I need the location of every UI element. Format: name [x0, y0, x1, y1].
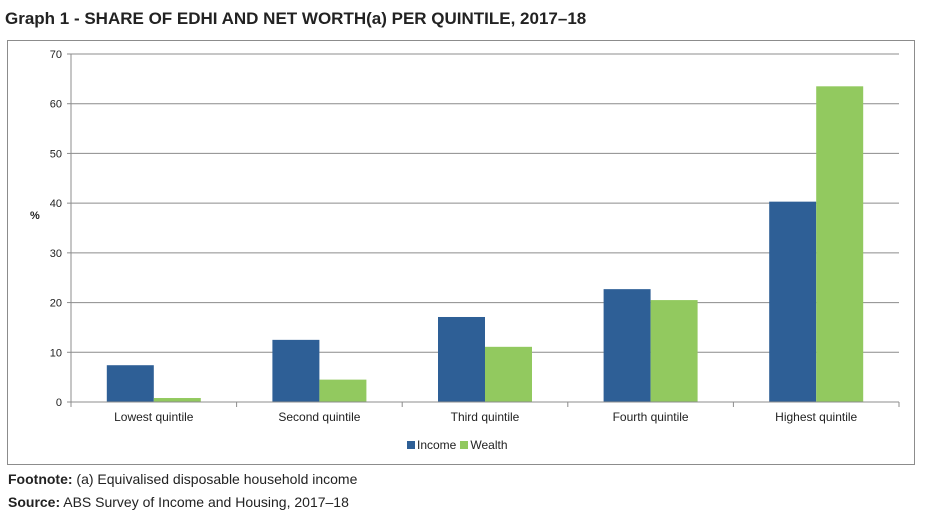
- y-tick-label-0: 0: [56, 397, 62, 409]
- legend-label-wealth: Wealth: [470, 438, 508, 452]
- legend-item-income: Income: [407, 438, 456, 452]
- x-category-label-1: Lowest quintile: [114, 410, 194, 424]
- source-text: ABS Survey of Income and Housing, 2017–1…: [60, 494, 349, 510]
- bar-wealth-1: [153, 398, 201, 402]
- chart-title: Graph 1 - SHARE OF EDHI AND NET WORTH(a)…: [5, 9, 587, 28]
- bar-wealth-4: [650, 300, 698, 402]
- x-category-label-3: Third quintile: [451, 410, 520, 424]
- footnote-label: Footnote:: [8, 471, 73, 487]
- y-tick-label-70: 70: [50, 49, 62, 61]
- bar-income-1: [106, 365, 154, 402]
- chart-frame: 0 10 20 30 40 50 60 70% Lowest quintile Second qu…: [7, 40, 915, 465]
- x-category-label-5: Highest quintile: [775, 410, 857, 424]
- footnote: Footnote: (a) Equivalised disposable hou…: [8, 471, 357, 487]
- y-tick-label-60: 60: [50, 99, 62, 111]
- bar-wealth-2: [319, 379, 367, 402]
- legend-swatch-income: [407, 441, 415, 449]
- y-tick-label-10: 10: [50, 347, 62, 359]
- legend-label-income: Income: [417, 438, 457, 452]
- source-label: Source:: [8, 494, 61, 510]
- bar-income-2: [272, 339, 320, 402]
- bar-wealth-5: [816, 86, 864, 403]
- bar-wealth-3: [485, 346, 532, 402]
- y-tick-label-30: 30: [50, 248, 62, 260]
- source-note: Source: ABS Survey of Income and Housing…: [8, 494, 349, 510]
- chart-plot: 0 10 20 30 40 50 60 70% Lowest quintile Second qu…: [30, 49, 900, 424]
- x-category-label-4: Fourth quintile: [613, 410, 689, 424]
- chart-legend: Income Wealth: [407, 438, 512, 452]
- y-tick-label-20: 20: [50, 298, 62, 310]
- bar-income-5: [769, 201, 817, 402]
- y-tick-label-40: 40: [50, 198, 62, 210]
- legend-swatch-wealth: [460, 441, 469, 449]
- x-category-label-2: Second quintile: [278, 410, 360, 424]
- legend-item-wealth: Wealth: [460, 438, 508, 452]
- bar-income-4: [603, 289, 651, 402]
- y-tick-label-50: 50: [50, 148, 62, 160]
- bar-income-3: [438, 316, 485, 402]
- footnote-text: (a) Equivalised disposable household inc…: [72, 471, 358, 487]
- y-axis-title: %: [30, 210, 40, 222]
